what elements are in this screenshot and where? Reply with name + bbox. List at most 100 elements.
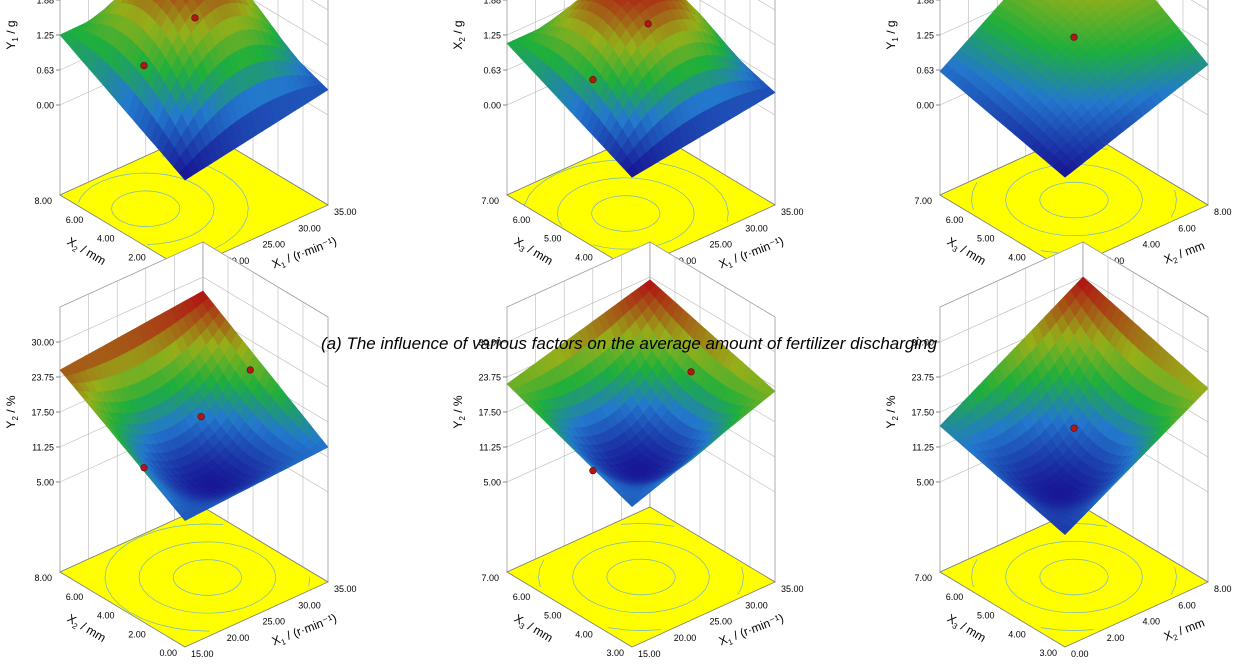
left-axis-tick: 4.00 [575, 252, 593, 262]
right-axis-label: X2 / mm [1162, 238, 1207, 268]
design-point [589, 467, 597, 475]
left-axis-tick: 6.00 [66, 215, 84, 225]
right-axis-tick: 2.00 [1107, 256, 1125, 266]
left-axis-tick: 7.00 [481, 573, 499, 583]
z-tick-label: 5.00 [36, 478, 54, 488]
left-axis-tick: 8.00 [34, 573, 52, 583]
left-axis-tick: 4.00 [575, 629, 593, 639]
design-point [197, 412, 205, 421]
response-surface [506, 0, 776, 178]
right-axis-tick: 4.00 [1143, 617, 1161, 627]
left-axis-tick: 4.00 [1008, 252, 1026, 262]
response-surface [506, 279, 776, 508]
z-tick-label: 23.75 [478, 373, 501, 383]
left-axis-tick: 6.00 [66, 592, 84, 602]
right-axis-tick: 20.00 [227, 256, 250, 266]
right-axis-tick: 20.00 [227, 633, 250, 643]
z-axis-label: Y2 / % [451, 395, 467, 428]
z-tick-label: 11.25 [479, 443, 501, 453]
response-surface [59, 0, 329, 181]
design-point [687, 368, 695, 376]
z-tick-label: 17.50 [478, 408, 501, 418]
left-axis-tick: 5.00 [544, 234, 562, 244]
response-surface [59, 290, 329, 521]
right-axis-label: X2 / mm [1162, 615, 1207, 645]
z-tick-label: 0.63 [36, 66, 54, 76]
design-point [644, 20, 652, 28]
surface-plot-2: 0.000.631.251.882.50X2 / g3.004.005.006.… [451, 0, 804, 282]
z-tick-label: 1.25 [36, 31, 54, 41]
left-axis-tick: 4.00 [97, 611, 115, 621]
right-axis-tick: 15.00 [638, 649, 661, 659]
z-axis-label: Y2 / % [884, 395, 900, 428]
z-tick-label: 11.25 [912, 443, 934, 453]
left-axis-tick: 7.00 [481, 196, 499, 206]
left-axis-tick: 3.00 [1039, 648, 1057, 658]
z-tick-label: 30.00 [478, 338, 501, 348]
z-tick-label: 1.88 [916, 0, 934, 6]
left-axis-tick: 0.00 [159, 648, 177, 658]
right-axis-tick: 15.00 [191, 649, 214, 659]
right-axis-tick: 30.00 [745, 223, 768, 233]
left-axis-tick: 4.00 [97, 234, 115, 244]
z-tick-label: 11.25 [32, 443, 54, 453]
right-axis-tick: 25.00 [263, 617, 286, 627]
right-axis-tick: 30.00 [745, 600, 768, 610]
design-point [1070, 424, 1078, 432]
right-axis-tick: 0.00 [1071, 649, 1089, 659]
z-tick-label: 5.00 [916, 478, 934, 488]
right-axis-tick: 20.00 [674, 633, 697, 643]
left-axis-tick: 6.00 [513, 215, 531, 225]
surface-plot-6: 5.00 11.25 17.50 23.75 30.00 Y2 / % 3.00 4.00 5.… [884, 241, 1232, 659]
z-axis-label: Y1 / g [884, 20, 900, 49]
z-axis-label: Y1 / g [4, 20, 20, 49]
right-axis-tick: 35.00 [781, 207, 804, 217]
right-axis-tick: 25.00 [710, 617, 733, 627]
left-axis-tick: 2.00 [128, 252, 146, 262]
z-tick-label: 0.63 [916, 66, 934, 76]
surface-plot-4: 5.00 11.25 17.50 23.75 30.00 Y2 / % 0.00 2.00 4.… [4, 241, 357, 659]
left-axis-tick: 7.00 [914, 573, 932, 583]
right-axis-tick: 25.00 [263, 240, 286, 250]
z-tick-label: 23.75 [911, 373, 934, 383]
design-point [140, 61, 148, 70]
left-axis-tick: 7.00 [914, 196, 932, 206]
z-axis-label: X2 / g [451, 20, 467, 49]
right-axis-tick: 30.00 [298, 223, 321, 233]
z-tick-label: 5.00 [483, 478, 501, 488]
right-axis-tick: 35.00 [334, 207, 357, 217]
design-point [246, 366, 254, 374]
z-tick-label: 1.25 [916, 31, 934, 41]
z-tick-label: 30.00 [31, 338, 54, 348]
right-axis-tick: 4.00 [1143, 240, 1161, 250]
surface-plot-3: 0.000.631.251.882.50Y1 / g3.004.005.006.… [884, 0, 1232, 282]
left-axis-tick: 6.00 [513, 592, 531, 602]
right-axis-tick: 35.00 [334, 584, 357, 594]
design-point [1070, 33, 1078, 41]
right-axis-tick: 30.00 [298, 600, 321, 610]
z-tick-label: 0.00 [36, 101, 54, 111]
left-axis-tick: 5.00 [544, 611, 562, 621]
right-axis-tick: 8.00 [1214, 584, 1232, 594]
left-axis-tick: 8.00 [34, 196, 52, 206]
z-tick-label: 17.50 [31, 408, 54, 418]
left-axis-tick: 6.00 [946, 215, 964, 225]
contour-floor [506, 506, 776, 648]
z-tick-label: 0.63 [483, 66, 501, 76]
design-point [140, 464, 148, 472]
z-tick-label: 1.88 [36, 0, 54, 6]
design-point [191, 14, 199, 22]
response-surface [939, 0, 1209, 178]
left-axis-tick: 2.00 [128, 629, 146, 639]
left-axis-tick: 4.00 [1008, 629, 1026, 639]
left-axis-tick: 5.00 [977, 611, 995, 621]
left-axis-tick: 6.00 [946, 592, 964, 602]
z-tick-label: 1.88 [483, 0, 501, 6]
left-axis-tick: 3.00 [606, 648, 624, 658]
z-tick-label: 17.50 [911, 408, 934, 418]
figure-caption: (a) The influence of various factors on … [320, 334, 938, 353]
right-axis-tick: 8.00 [1214, 207, 1232, 217]
right-axis-tick: 6.00 [1178, 600, 1196, 610]
design-point [589, 76, 597, 84]
